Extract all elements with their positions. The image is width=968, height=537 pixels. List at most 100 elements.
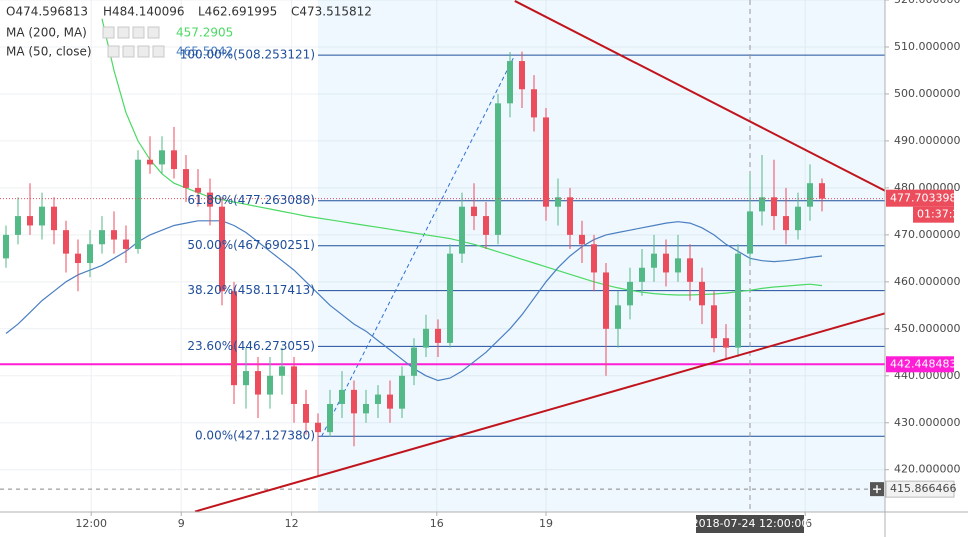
candle-body [507,61,513,104]
crosshair-label: 2018-07-24 12:00:00 [692,517,809,530]
y-tick-label: 420.000000 [894,463,960,476]
fib-diagonal [321,54,516,437]
candle-body [315,422,321,433]
price-label-box [886,189,954,207]
legend-ma200-name: MA (200, MA) [6,26,87,40]
candle-body [87,244,93,264]
candle-body [819,183,825,199]
candle-body [327,403,333,433]
candle-body [483,216,489,235]
candle-body [219,206,225,292]
trendline [194,312,885,512]
candle-body [411,347,417,376]
fib-label: 38.20%(458.117413) [187,283,315,297]
candle-body [3,234,9,259]
candle-body [615,305,621,329]
fib-region [318,0,885,512]
trendline [514,0,885,192]
candle-body [75,253,81,264]
hline-label: 442.448483 [890,357,956,370]
fib-label: 23.60%(446.273055) [187,339,315,353]
candle-body [147,159,153,165]
x-tick-label: 19 [539,517,553,530]
candle-body [567,197,573,235]
y-tick-label: 470.000000 [894,228,960,241]
x-tick-label: 12:00 [75,517,107,530]
candle-body [639,267,645,282]
candle-body [375,394,381,404]
crosshair-label-box [696,515,804,533]
candle-body [339,389,345,404]
candle-body [687,258,693,282]
candle-body [711,305,717,339]
price-label: 477.703398 [890,192,956,205]
fib-label: 0.00%(427.127380) [195,429,315,443]
candle-body [579,234,585,245]
hline-label-box [886,356,954,373]
legend-high: H484.140096 [103,5,185,19]
candle-body [759,197,765,212]
y-tick-label: 450.000000 [894,322,960,335]
y-tick-label: 520.000000 [894,0,960,6]
fib-label: 100.00%(508.253121) [180,48,315,62]
legend-open: O474.596813 [6,5,88,19]
candle-body [747,211,753,254]
axes: 420.000000430.000000440.000000450.000000… [75,0,966,533]
legend-ma200-value: 457.2905 [176,26,233,40]
candle-body [519,61,525,90]
candle-body [363,403,369,414]
candle-body [651,253,657,268]
candle-body [387,394,393,409]
candle-body [735,253,741,348]
candle-body [783,216,789,231]
candle-body [795,206,801,231]
candle-body [603,272,609,329]
y-tick-label: 430.000000 [894,416,960,429]
candle-body [627,281,633,306]
countdown: 01:37:27 [917,208,966,221]
legend-ma50-value: 465.5042 [176,45,233,59]
legend-ma50-name: MA (50, close) [6,45,92,59]
add-icon [873,485,881,494]
candle-body [183,169,189,188]
candle-body [663,253,669,273]
x-tick-label: 16 [430,517,444,530]
candle-body [159,150,165,165]
candle-body [399,375,405,409]
plot-area [0,0,885,512]
y-tick-label: 510.000000 [894,40,960,53]
candle-body [807,183,813,207]
candle-body [291,366,297,404]
candle-body [555,197,561,207]
y-tick-label: 490.000000 [894,134,960,147]
candle-body [495,103,501,235]
candle-body [267,375,273,395]
legend-low: L462.691995 [198,5,277,19]
candle-body [699,281,705,306]
candle-body [39,206,45,226]
fib-label: 50.00%(467.690251) [187,238,315,252]
candle-body [459,206,465,254]
candle-body [471,206,477,217]
candle-body [255,371,261,395]
candle-body [243,371,249,386]
candle-body [51,206,57,231]
candle-body [447,253,453,343]
candle-body [231,291,237,386]
legend: O474.596813 H484.140096 L462.691995 C473… [6,5,372,59]
candle-body [723,338,729,348]
candle-body [543,117,549,207]
y-tick-label: 500.000000 [894,87,960,100]
candle-body [279,366,285,376]
candle-body [135,159,141,249]
candle-body [351,389,357,414]
candle-body [99,230,105,245]
fib-label: 61.80%(477.263088) [187,193,315,207]
dashed-level-label: 415.866466 [890,482,956,495]
candle-body [303,403,309,423]
candle-body [63,230,69,254]
candle-body [423,328,429,348]
dashed-level-box [885,480,955,498]
